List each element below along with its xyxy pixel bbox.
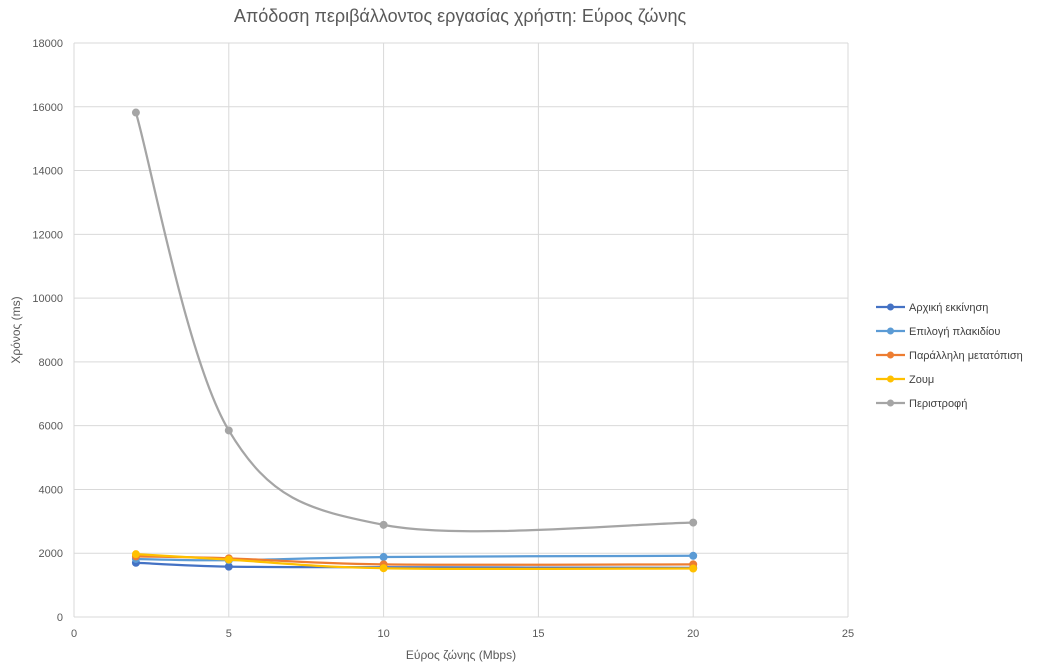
series-lines: [131, 108, 698, 573]
data-point: [131, 550, 140, 559]
legend-swatch-marker: [887, 303, 894, 311]
data-point: [131, 108, 140, 117]
legend-swatch-marker: [887, 375, 894, 383]
legend-swatch-marker: [887, 351, 894, 359]
x-tick-label: 0: [71, 628, 77, 640]
legend-item: Περιστροφή: [876, 398, 967, 410]
y-tick-label: 10000: [32, 293, 63, 305]
series-5: [131, 108, 698, 533]
y-axis-label: Χρόνος (ms): [9, 296, 23, 363]
y-tick-label: 18000: [32, 38, 63, 50]
legend-item: Παράλληλη μετατόπιση: [876, 350, 1023, 362]
axes: 0 2000 4000 6000 8000 10000 12000 14000 16000 180…: [32, 38, 854, 640]
data-point: [379, 520, 388, 529]
legend-item: Αρχική εκκίνηση: [876, 302, 988, 314]
legend-label: Ζουμ: [909, 374, 934, 386]
legend-swatch-marker: [887, 327, 894, 335]
x-tick-label: 10: [377, 628, 389, 640]
y-tick-label: 6000: [39, 421, 63, 433]
legend-item: Ζουμ: [876, 374, 934, 386]
legend-label: Παράλληλη μετατόπιση: [909, 350, 1023, 362]
data-point: [379, 553, 388, 562]
legend-label: Επιλογή πλακιδίου: [909, 326, 1000, 338]
chart-title: Απόδοση περιβάλλοντος εργασίας χρήστη: Ε…: [234, 6, 687, 26]
data-point: [379, 564, 388, 573]
x-tick-label: 15: [532, 628, 544, 640]
legend-item: Επιλογή πλακιδίου: [876, 326, 1000, 338]
y-tick-label: 14000: [32, 166, 63, 178]
data-point: [224, 426, 233, 435]
y-tick-label: 0: [57, 612, 63, 624]
x-tick-label: 20: [687, 628, 699, 640]
x-axis-label: Εύρος ζώνης (Mbps): [406, 648, 516, 662]
series-4: [131, 550, 698, 573]
y-tick-label: 2000: [39, 548, 63, 560]
y-tick-label: 8000: [39, 357, 63, 369]
x-tick-label: 25: [842, 628, 854, 640]
y-tick-label: 16000: [32, 102, 63, 114]
data-point: [689, 518, 698, 527]
data-point: [689, 551, 698, 560]
series-line: [135, 554, 694, 562]
data-point: [689, 564, 698, 573]
y-tick-label: 4000: [39, 484, 63, 496]
series-line: [134, 112, 694, 533]
legend-label: Αρχική εκκίνηση: [909, 302, 988, 314]
y-tick-label: 12000: [32, 229, 63, 241]
series-line: [135, 553, 694, 571]
x-tick-label: 5: [226, 628, 232, 640]
data-point: [224, 555, 233, 564]
legend: Αρχική εκκίνηση Επιλογή πλακιδίου Παράλληλ…: [876, 302, 1023, 410]
legend-label: Περιστροφή: [909, 398, 967, 410]
legend-swatch-marker: [887, 399, 894, 407]
